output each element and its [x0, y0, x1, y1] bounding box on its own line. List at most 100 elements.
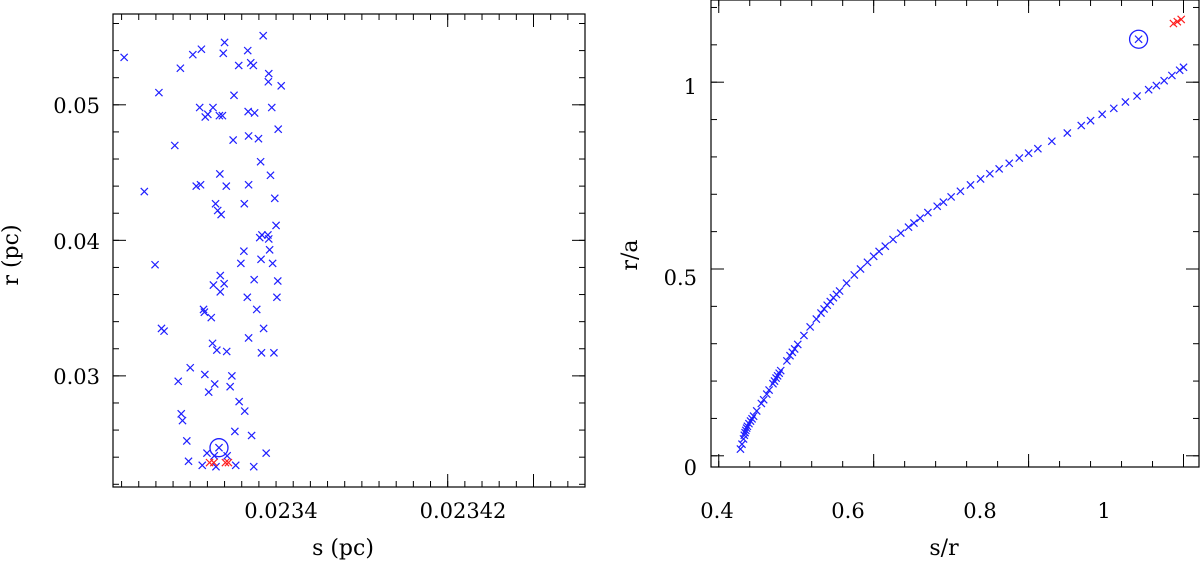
data-point [222, 182, 231, 191]
data-point [842, 279, 851, 288]
data-point [264, 234, 273, 244]
data-point [749, 412, 758, 421]
data-point [793, 340, 802, 349]
data-point [1109, 104, 1118, 113]
data-point [1152, 81, 1161, 90]
data-point [1169, 19, 1178, 28]
data-point [196, 180, 205, 189]
data-point [966, 180, 975, 189]
data-point [244, 107, 253, 116]
data-point [806, 322, 815, 331]
data-point [184, 457, 193, 466]
data-point [799, 331, 808, 340]
right-y-axis-label: r/a [618, 239, 643, 270]
data-point [243, 46, 252, 55]
data-point [216, 271, 225, 280]
data-point [1098, 110, 1107, 119]
data-point [120, 53, 129, 62]
data-point [850, 270, 859, 279]
right-xtick-label: 0.8 [963, 499, 996, 523]
data-point [262, 449, 271, 458]
right-ticks [711, 0, 1199, 467]
data-point [741, 426, 750, 435]
data-point [244, 131, 253, 141]
data-point [757, 399, 766, 408]
right-ytick-label: 1 [684, 75, 697, 99]
data-point [250, 108, 259, 117]
left-ytick-label: 0.03 [53, 365, 100, 389]
data-point [140, 187, 149, 196]
data-point [240, 199, 249, 208]
data-point [200, 308, 209, 317]
data-point [170, 141, 179, 150]
left-xtick-label: 0.0234 [244, 499, 317, 523]
data-point [259, 31, 268, 40]
data-point [224, 458, 233, 467]
data-point [1077, 121, 1086, 130]
data-point [223, 451, 232, 460]
data-point [256, 157, 265, 166]
right-x-axis-label: s/r [929, 536, 959, 561]
data-point [782, 356, 791, 365]
data-point [209, 458, 218, 467]
data-point [221, 458, 230, 467]
data-point [231, 461, 240, 470]
data-point [266, 171, 275, 180]
data-point [816, 309, 826, 318]
data-point [916, 214, 925, 223]
data-point [259, 324, 268, 333]
data-point [219, 49, 228, 58]
data-point [257, 348, 266, 357]
data-point [759, 395, 768, 404]
data-point [272, 221, 281, 230]
data-point [1015, 154, 1024, 163]
data-point [1033, 144, 1042, 153]
data-point [177, 409, 186, 418]
data-point [247, 431, 256, 440]
data-point [923, 208, 932, 217]
data-point [740, 431, 749, 440]
data-point [200, 370, 209, 379]
data-point [207, 313, 216, 322]
data-point [856, 264, 865, 274]
data-point [1175, 66, 1184, 75]
data-point [208, 339, 217, 348]
circled-data-point [209, 438, 229, 458]
left-x-axis-label: s (pc) [312, 536, 374, 561]
circled-data-point [1128, 29, 1149, 49]
data-point [229, 91, 239, 100]
left-plot-frame [112, 13, 586, 488]
data-point [249, 61, 258, 70]
data-point [956, 187, 965, 196]
data-point [947, 192, 956, 201]
data-point [216, 287, 225, 296]
data-point [272, 293, 281, 302]
left-points [120, 31, 286, 471]
data-point [151, 260, 160, 269]
data-point [995, 164, 1004, 173]
data-point [215, 111, 224, 120]
data-point [1179, 63, 1188, 72]
left-ticks [113, 14, 586, 487]
data-point [186, 363, 195, 372]
data-point [1024, 149, 1033, 158]
data-point [204, 388, 213, 397]
data-point [736, 445, 745, 454]
data-point [785, 351, 795, 360]
right-plot-frame [710, 0, 1200, 468]
data-point [762, 390, 771, 399]
data-point [176, 64, 185, 73]
right-ytick-label: 0 [684, 456, 697, 480]
data-point [737, 440, 747, 449]
data-point [896, 229, 905, 238]
data-point [835, 287, 844, 296]
data-point [218, 111, 227, 120]
data-point [274, 125, 283, 134]
data-point [1047, 137, 1056, 146]
data-point [195, 103, 204, 112]
data-point [939, 198, 948, 207]
data-point [197, 45, 206, 54]
data-point [178, 416, 187, 425]
data-point [235, 397, 244, 406]
data-point [250, 275, 259, 284]
